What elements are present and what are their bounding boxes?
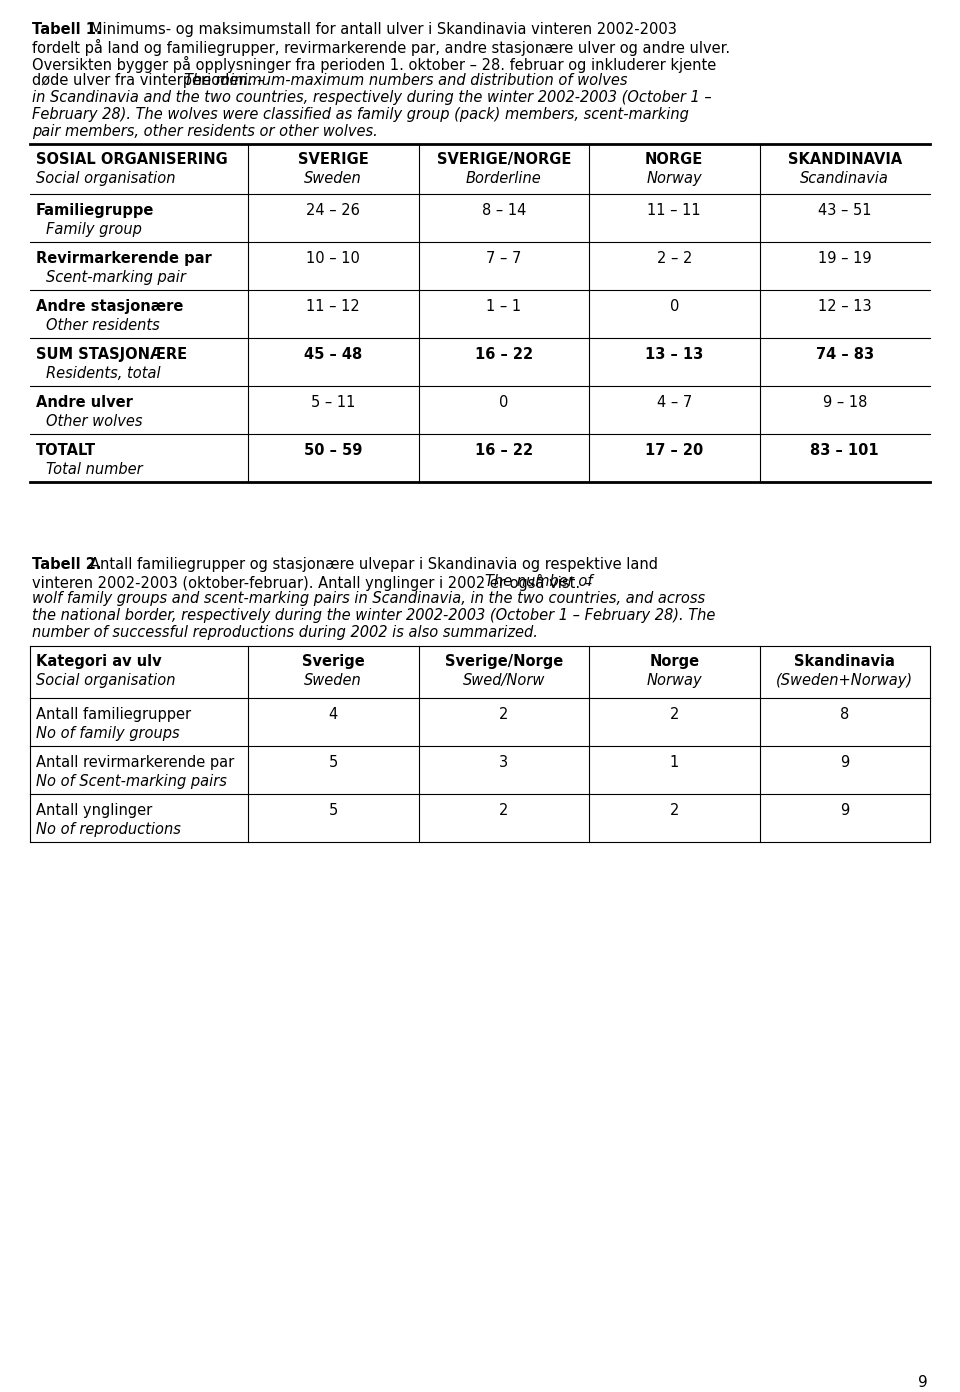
Text: 11 – 12: 11 – 12 (306, 299, 360, 315)
Text: Revirmarkerende par: Revirmarkerende par (36, 252, 212, 266)
Text: 1 – 1: 1 – 1 (486, 299, 521, 315)
Text: February 28). The wolves were classified as family group (pack) members, scent-m: February 28). The wolves were classified… (32, 107, 689, 122)
Text: Kategori av ulv: Kategori av ulv (36, 654, 161, 668)
Text: Swed/Norw: Swed/Norw (463, 672, 545, 688)
Text: No of Scent-marking pairs: No of Scent-marking pairs (36, 774, 227, 789)
Text: Tabell 1.: Tabell 1. (32, 22, 102, 38)
Text: 16 – 22: 16 – 22 (474, 348, 533, 362)
Text: Social organisation: Social organisation (36, 672, 176, 688)
Text: pair members, other residents or other wolves.: pair members, other residents or other w… (32, 124, 377, 139)
Text: Andre stasjonære: Andre stasjonære (36, 299, 183, 315)
Text: 11 – 11: 11 – 11 (647, 203, 701, 219)
Text: 9: 9 (840, 754, 850, 770)
Text: Sweden: Sweden (304, 672, 362, 688)
Text: 5: 5 (328, 754, 338, 770)
Text: wolf family groups and scent-marking pairs in Scandinavia, in the two countries,: wolf family groups and scent-marking pai… (32, 592, 706, 607)
Text: number of successful reproductions during 2002 is also summarized.: number of successful reproductions durin… (32, 625, 538, 640)
Text: Scent-marking pair: Scent-marking pair (46, 270, 186, 285)
Text: 83 – 101: 83 – 101 (810, 444, 879, 458)
Text: Other residents: Other residents (46, 319, 159, 334)
Text: 2 – 2: 2 – 2 (657, 252, 692, 266)
Text: 74 – 83: 74 – 83 (816, 348, 874, 362)
Text: Antall revirmarkerende par: Antall revirmarkerende par (36, 754, 234, 770)
Text: 8 – 14: 8 – 14 (482, 203, 526, 219)
Text: 9: 9 (840, 803, 850, 817)
Text: 4: 4 (328, 707, 338, 722)
Text: Oversikten bygger på opplysninger fra perioden 1. oktober – 28. februar og inklu: Oversikten bygger på opplysninger fra pe… (32, 56, 716, 72)
Text: NORGE: NORGE (645, 152, 704, 167)
Text: SKANDINAVIA: SKANDINAVIA (787, 152, 901, 167)
Text: 13 – 13: 13 – 13 (645, 348, 704, 362)
Text: 3: 3 (499, 754, 508, 770)
Text: Norway: Norway (646, 171, 702, 187)
Text: 2: 2 (669, 707, 679, 722)
Text: in Scandinavia and the two countries, respectively during the winter 2002-2003 (: in Scandinavia and the two countries, re… (32, 90, 711, 104)
Text: Minimums- og maksimumstall for antall ulver i Skandinavia vinteren 2002-2003: Minimums- og maksimumstall for antall ul… (90, 22, 677, 38)
Text: 50 – 59: 50 – 59 (304, 444, 363, 458)
Text: 45 – 48: 45 – 48 (304, 348, 362, 362)
Text: Other wolves: Other wolves (46, 415, 142, 429)
Text: 2: 2 (499, 707, 509, 722)
Text: fordelt på land og familiegrupper, revirmarkerende par, andre stasjonære ulver o: fordelt på land og familiegrupper, revir… (32, 39, 731, 56)
Text: 10 – 10: 10 – 10 (306, 252, 360, 266)
Text: Tabell 2.: Tabell 2. (32, 557, 102, 572)
Text: 8: 8 (840, 707, 850, 722)
Text: Norway: Norway (646, 672, 702, 688)
Text: No of reproductions: No of reproductions (36, 821, 180, 837)
Text: 24 – 26: 24 – 26 (306, 203, 360, 219)
Text: 0: 0 (499, 395, 509, 411)
Text: Social organisation: Social organisation (36, 171, 176, 187)
Text: 16 – 22: 16 – 22 (474, 444, 533, 458)
Text: 5: 5 (328, 803, 338, 817)
Text: 43 – 51: 43 – 51 (818, 203, 872, 219)
Text: Sverige/Norge: Sverige/Norge (444, 654, 563, 668)
Text: 0: 0 (669, 299, 679, 315)
Text: Borderline: Borderline (466, 171, 541, 187)
Text: vinteren 2002-2003 (oktober-februar). Antall ynglinger i 2002 er også vist. –: vinteren 2002-2003 (oktober-februar). An… (32, 575, 592, 592)
Text: Sweden: Sweden (304, 171, 362, 187)
Text: Norge: Norge (649, 654, 699, 668)
Text: The number of: The number of (485, 575, 592, 589)
Text: SUM STASJONÆRE: SUM STASJONÆRE (36, 348, 187, 362)
Text: Family group: Family group (46, 223, 142, 238)
Text: 2: 2 (499, 803, 509, 817)
Text: 12 – 13: 12 – 13 (818, 299, 872, 315)
Text: Andre ulver: Andre ulver (36, 395, 132, 411)
Text: Familiegruppe: Familiegruppe (36, 203, 155, 219)
Text: SVERIGE: SVERIGE (298, 152, 369, 167)
Text: The minimum-maximum numbers and distribution of wolves: The minimum-maximum numbers and distribu… (184, 72, 628, 88)
Text: Scandinavia: Scandinavia (801, 171, 889, 187)
Text: Antall familiegrupper og stasjonære ulvepar i Skandinavia og respektive land: Antall familiegrupper og stasjonære ulve… (90, 557, 658, 572)
Text: Sverige: Sverige (301, 654, 365, 668)
Text: SVERIGE/NORGE: SVERIGE/NORGE (437, 152, 571, 167)
Text: 19 – 19: 19 – 19 (818, 252, 872, 266)
Text: TOTALT: TOTALT (36, 444, 96, 458)
Text: SOSIAL ORGANISERING: SOSIAL ORGANISERING (36, 152, 228, 167)
Text: 9: 9 (919, 1375, 928, 1391)
Text: 4 – 7: 4 – 7 (657, 395, 692, 411)
Text: Antall familiegrupper: Antall familiegrupper (36, 707, 191, 722)
Text: No of family groups: No of family groups (36, 725, 180, 741)
Text: Residents, total: Residents, total (46, 366, 160, 381)
Text: Total number: Total number (46, 462, 143, 477)
Text: 5 – 11: 5 – 11 (311, 395, 355, 411)
Text: (Sweden+Norway): (Sweden+Norway) (777, 672, 913, 688)
Text: døde ulver fra vinterperioden. –: døde ulver fra vinterperioden. – (32, 72, 265, 88)
Text: 17 – 20: 17 – 20 (645, 444, 704, 458)
Text: 1: 1 (670, 754, 679, 770)
Text: 9 – 18: 9 – 18 (823, 395, 867, 411)
Text: Antall ynglinger: Antall ynglinger (36, 803, 153, 817)
Text: the national border, respectively during the winter 2002-2003 (October 1 – Febru: the national border, respectively during… (32, 608, 715, 624)
Text: Skandinavia: Skandinavia (794, 654, 895, 668)
Text: 2: 2 (669, 803, 679, 817)
Text: 7 – 7: 7 – 7 (486, 252, 521, 266)
